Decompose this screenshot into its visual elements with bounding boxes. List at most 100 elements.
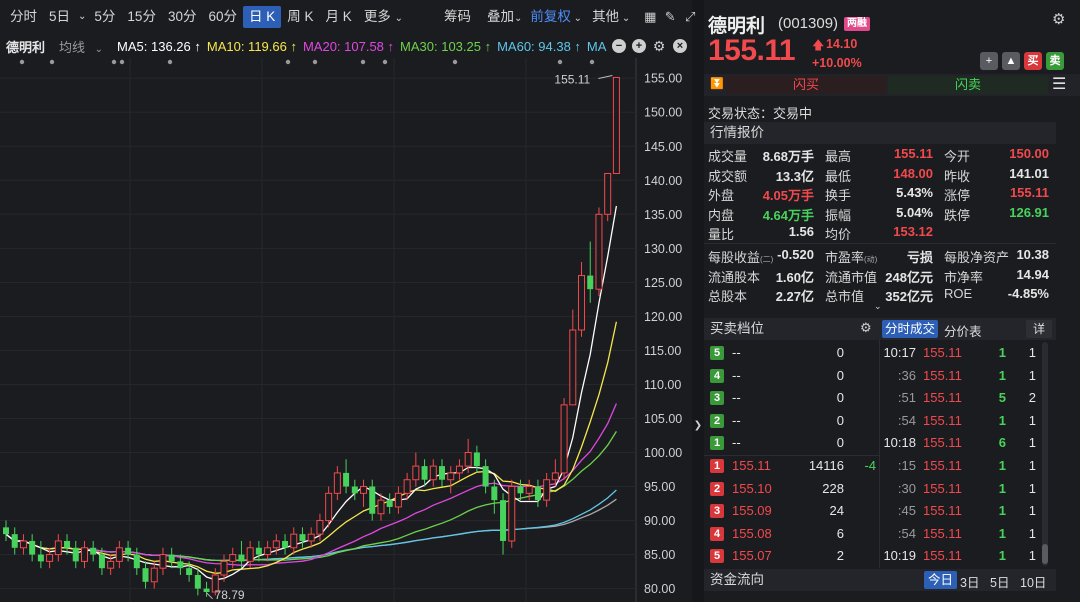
gear-icon[interactable]: ⚙ [652,38,666,54]
alarm-bell-icon[interactable]: ▲ [1002,52,1020,70]
candle-body [612,76,620,174]
quote-panel: 德明利 (001309) 两融 ⚙ 155.11 🡅 14.10 +10.00%… [704,0,1080,602]
stock-code: (001309) [778,15,839,32]
tick-volume: 1 [998,345,1006,360]
period-tab-15min[interactable]: 15分 [127,9,156,24]
expand-up-icon[interactable]: ⌄ [874,301,882,311]
quote-value: 5.43% [896,185,933,200]
flash-buy-label: 闪买 [792,77,819,92]
chevron-down-icon: ⌄ [514,13,523,24]
tab-tick-trades[interactable]: 分时成交 [882,320,939,338]
grid-layout-icon[interactable]: ▦ [644,9,657,24]
ma-type-label: 均线 [59,39,86,55]
chip-button[interactable]: 筹码 [444,9,471,24]
quote-label: 总市值 [825,289,865,304]
tab-price-table[interactable]: 分价表 [944,325,982,339]
bid-price: 155.09 [732,503,772,519]
candle-body [595,213,603,290]
quote-label: 市盈率(动) [825,250,878,265]
quote-label: 每股收益(二) [708,250,774,265]
ma5-value: MA5: 136.26 ↑ [117,38,201,54]
y-tick-label: 115.00 [644,344,681,358]
event-marker-icon [49,59,55,65]
quote-label: 均价 [825,227,852,242]
overlay-button[interactable]: 叠加⌄ [481,6,528,28]
tick-volume: 1 [998,525,1006,541]
candle-body [220,560,228,576]
event-marker-icon [111,59,117,65]
candle-body [412,465,420,481]
event-marker-icon [312,59,318,65]
quote-value: 155.11 [893,146,933,161]
period-tab-daily[interactable]: 日 K [243,6,282,28]
tick-count: 1 [1028,503,1036,519]
quote-label: 涨停 [944,188,971,203]
period-tab-more[interactable]: 更多 ⌄ [358,6,409,28]
ma-legend: 德明利 均线 ⌄ MA5: 136.26 ↑ MA10: 119.66 ↑ MA… [0,34,692,58]
ask-volume: 0 [836,390,844,406]
ask-price: -- [732,435,741,451]
add-icon[interactable]: + [632,39,646,53]
buy-button[interactable]: 买 [1024,52,1042,70]
flow-tab-10day[interactable]: 10日 [1020,576,1047,590]
tick-time: :54 [897,412,916,428]
quote-label: 昨收 [944,168,971,184]
close-icon[interactable]: × [673,39,687,53]
chevron-down-icon[interactable]: ⌄ [78,11,87,22]
quote-value: 4.05万手 [762,188,814,203]
panel-toggle-icon[interactable]: ❯ [693,420,703,431]
candle-body [360,486,368,494]
menu-icon[interactable]: ☰ [1052,76,1067,93]
candle-body [587,275,594,290]
flow-tab-5day[interactable]: 5日 [990,576,1010,590]
other-label: 其他 [592,9,620,24]
period-tab-30min[interactable]: 30分 [167,9,197,24]
ma-stock-name: 德明利 [6,39,46,55]
tick-price: 155.11 [923,525,962,541]
period-tab-5day[interactable]: 5日 [49,9,71,24]
gear-icon[interactable]: ⚙ [1052,11,1066,28]
gear-icon[interactable]: ⚙ [860,320,872,335]
ticks-scroll-thumb[interactable] [1042,544,1048,564]
flash-buy-button[interactable]: 闪买 [726,76,886,94]
expand-down-icon[interactable]: ⏬ [710,78,724,90]
ma30-value: MA30: 103.25 ↑ [400,38,492,54]
ticks-scrollbar[interactable] [1042,342,1048,566]
ask-volume: 0 [836,367,844,383]
candle-body [325,492,333,522]
quote-divider [704,243,1056,244]
bid-level-badge: 2 [710,481,724,496]
adjust-button[interactable]: 前复权 ⌄ [528,6,584,28]
sell-button[interactable]: 卖 [1046,52,1064,70]
draw-pen-icon[interactable]: ✎ [664,9,676,24]
kline-chart[interactable]: 155.00 150.00 145.00 140.00 135.00 130.00 125.… [0,58,692,602]
candle-body [394,492,402,508]
flash-sell-button[interactable]: 闪卖 [888,76,1048,94]
bid-price: 155.11 [732,458,771,473]
candle-body [177,561,184,569]
y-tick-label: 125.00 [644,276,682,290]
candle-body [54,540,62,556]
other-button[interactable]: 其他 ⌄ [586,6,636,28]
period-tab-60min[interactable]: 60分 [208,9,238,24]
fullscreen-icon[interactable]: ⤢ [685,9,696,24]
flow-tab-today[interactable]: 今日 [924,571,958,589]
candle-body [508,486,516,542]
period-tab-monthly[interactable]: 月 K [325,9,352,24]
candle-body [491,486,498,501]
candle-body [90,547,97,555]
add-watch-icon[interactable]: + [980,52,998,70]
quote-value: 153.12 [893,224,933,239]
ma-type-select[interactable]: 均线 ⌄ [59,37,109,56]
period-tab-5min[interactable]: 5分 [94,9,116,24]
collapse-icon[interactable]: − [612,39,626,53]
ask-level-badge: 4 [710,368,724,383]
period-tab-weekly[interactable]: 周 K [287,9,314,24]
chevron-down-icon: ⌄ [619,13,631,24]
candle-body [343,472,350,487]
quote-value: 1.60亿 [775,269,814,285]
scrollbar-track[interactable] [1056,122,1080,602]
period-tab-intraday[interactable]: 分时 [10,9,37,24]
flow-tab-3day[interactable]: 3日 [960,576,980,590]
detail-button[interactable]: 详 [1026,320,1052,338]
